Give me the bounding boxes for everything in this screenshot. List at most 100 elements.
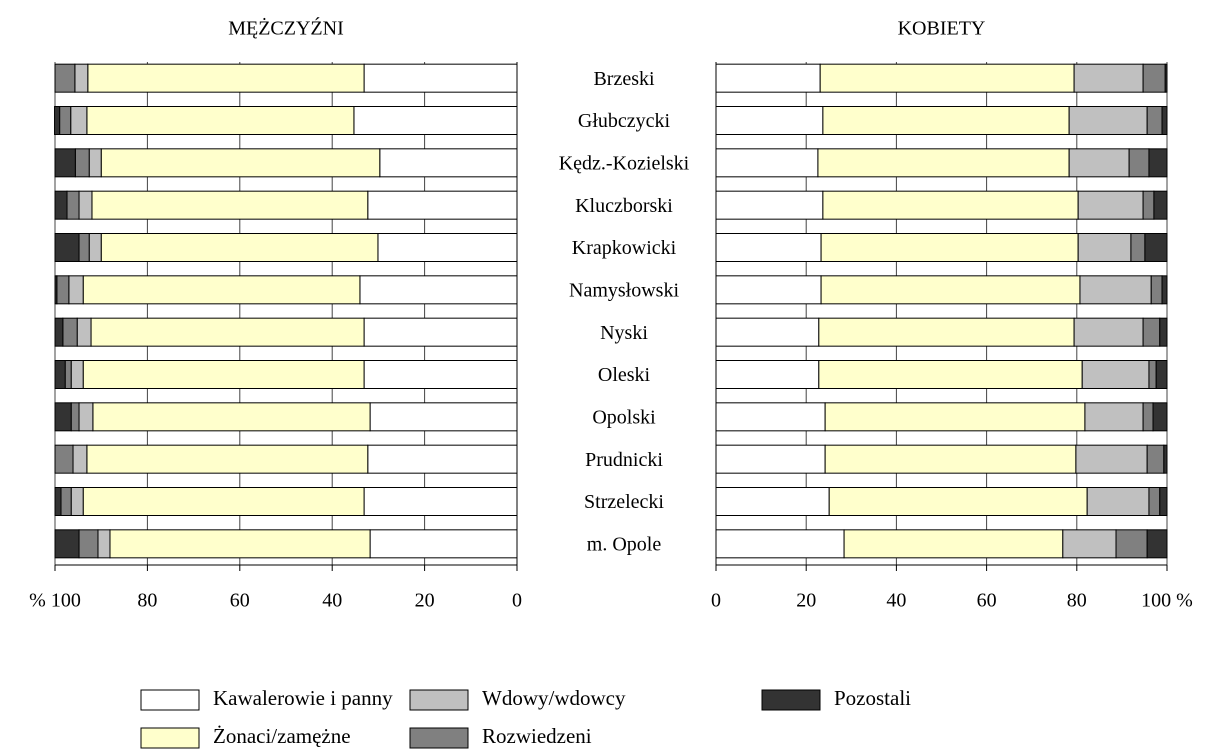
bar-segment <box>824 444 1077 474</box>
bar-segment <box>76 317 92 347</box>
bar-segment <box>54 148 76 178</box>
chart-title: MĘŻCZYŹNI <box>228 17 344 40</box>
bar-segment <box>88 148 102 178</box>
x-tick-label: 0 <box>512 590 522 612</box>
bar-segment <box>78 402 94 432</box>
bar-segment <box>91 190 369 220</box>
bar-segment <box>1075 444 1148 474</box>
legend-label: Wdowy/wdowcy <box>482 686 626 710</box>
bar-segment <box>828 487 1088 516</box>
bar-segment <box>54 402 72 432</box>
bar-segment <box>74 63 89 93</box>
bar-segment <box>715 444 826 474</box>
bar-segment <box>1073 317 1144 347</box>
bar-segment <box>1164 63 1168 93</box>
bar-segment <box>1159 487 1168 516</box>
bar-segment <box>78 233 90 262</box>
bar-segment <box>817 148 1070 178</box>
bar-segment <box>56 275 70 305</box>
bar-segment <box>1142 402 1154 432</box>
bar-segment <box>54 360 66 389</box>
x-tick-label: 100 % <box>1141 590 1193 612</box>
bar-segment <box>843 529 1064 559</box>
bar-segment <box>1148 487 1161 516</box>
bar-segment <box>1084 402 1144 432</box>
bar-segment <box>1079 275 1152 305</box>
bar-segment <box>1148 360 1157 389</box>
bar-segment <box>87 63 365 93</box>
bar-segment <box>1077 233 1132 262</box>
bar-segment <box>97 529 111 559</box>
bar-segment <box>54 529 80 559</box>
category-label: Oleski <box>598 364 651 386</box>
bar-segment <box>82 275 361 305</box>
bar-segment <box>1155 360 1168 389</box>
bar-segment <box>1073 63 1144 93</box>
bar-segment <box>70 402 80 432</box>
bar-segment <box>1152 402 1168 432</box>
bar-segment <box>1142 317 1161 347</box>
bar-segment <box>90 317 365 347</box>
category-label: Kędz.-Kozielski <box>559 152 690 174</box>
bar-segment <box>78 529 99 559</box>
category-label: Krapkowicki <box>572 237 677 259</box>
bar-segment <box>820 233 1079 262</box>
bar-segment <box>100 233 379 262</box>
legend-swatch <box>761 689 821 711</box>
bar-segment <box>715 148 819 178</box>
bar-segment <box>715 233 822 262</box>
category-label: Brzeski <box>593 68 655 90</box>
bar-segment <box>1068 148 1130 178</box>
bar-segment <box>818 360 1083 389</box>
bar-segment <box>60 487 72 516</box>
bar-segment <box>70 487 84 516</box>
bar-segment <box>1130 233 1146 262</box>
category-label: Prudnicki <box>585 449 663 471</box>
bar-segment <box>1146 106 1163 135</box>
bar-segment <box>54 190 68 220</box>
bar-segment <box>88 233 102 262</box>
bar-segment <box>715 529 845 559</box>
bar-segment <box>86 444 369 474</box>
bar-segment <box>78 190 93 220</box>
bar-segment <box>109 529 371 559</box>
x-tick-label: 60 <box>977 590 997 612</box>
bar-segment <box>818 317 1075 347</box>
legend-swatch <box>140 727 200 749</box>
x-tick-label: 80 <box>1067 590 1087 612</box>
category-label: m. Opole <box>587 533 662 555</box>
bar-segment <box>363 360 518 389</box>
x-tick-label: 0 <box>711 590 721 612</box>
bar-segment <box>369 529 518 559</box>
category-label: Nyski <box>600 322 648 344</box>
category-label: Namysłowski <box>569 279 679 301</box>
bar-segment <box>1159 317 1168 347</box>
bar-segment <box>715 402 826 432</box>
bar-segment <box>715 275 822 305</box>
bar-segment <box>54 106 61 135</box>
bar-segment <box>822 190 1079 220</box>
x-tick-label: 20 <box>796 590 816 612</box>
bar-segment <box>54 63 76 93</box>
legend-label: Żonaci/zamężne <box>213 724 351 748</box>
bar-segment <box>54 444 74 474</box>
bar-segment <box>68 275 84 305</box>
bar-segment <box>363 487 518 516</box>
bar-segment <box>367 190 518 220</box>
bar-segment <box>369 402 518 432</box>
bar-segment <box>62 317 78 347</box>
bar-segment <box>1081 360 1150 389</box>
x-tick-label: 40 <box>886 590 906 612</box>
bar-segment <box>824 402 1086 432</box>
bar-segment <box>377 233 518 262</box>
bar-segment <box>82 360 365 389</box>
bar-segment <box>64 360 72 389</box>
bar-segment <box>54 233 80 262</box>
bar-segment <box>715 317 820 347</box>
bar-segment <box>1148 148 1168 178</box>
bar-segment <box>1128 148 1150 178</box>
bar-segment <box>359 275 518 305</box>
bar-segment <box>100 148 381 178</box>
bar-segment <box>1077 190 1144 220</box>
